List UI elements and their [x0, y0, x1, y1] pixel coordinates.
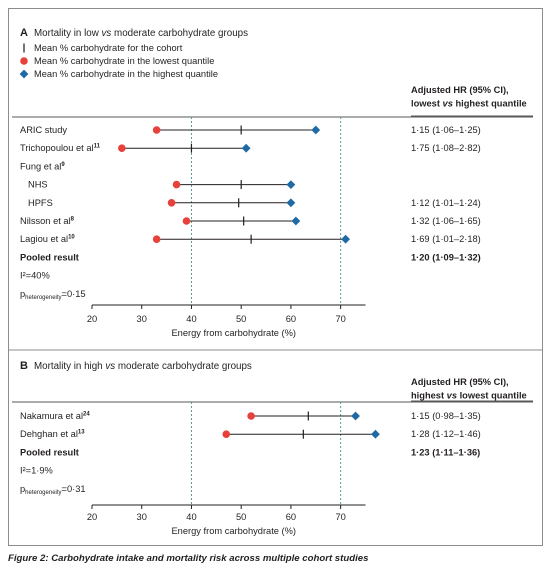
panel-b-x-tick-label: 70	[335, 512, 345, 522]
panel-a-row-label: Trichopoulou et al11	[20, 143, 101, 153]
panel-a-legend-label: Mean % carbohydrate in the highest quant…	[34, 69, 218, 79]
panel-b-hr-header-1: Adjusted HR (95% CI),	[411, 377, 509, 387]
figure-caption: Figure 2: Carbohydrate intake and mortal…	[8, 553, 368, 564]
panel-a-row-label: ARIC study	[20, 125, 67, 135]
panel-a-x-tick-label: 60	[286, 314, 296, 324]
panel-a-row-label: Nilsson et al8	[20, 216, 75, 226]
panel-b-row-label: Nakamura et al24	[20, 411, 90, 421]
panel-b-row-label: pheterogeneity=0·31	[20, 484, 86, 496]
panel-a-row-label: NHS	[28, 180, 48, 190]
panel-b-hr-value: 1·28 (1·12–1·46)	[411, 429, 481, 439]
panel-b-letter: B	[20, 360, 28, 372]
panel-a-highest-quantile-marker	[341, 234, 351, 244]
panel-a-lowest-quantile-marker	[172, 180, 181, 189]
panel-b-lowest-quantile-marker	[247, 412, 255, 420]
panel-a-title: Mortality in low vs moderate carbohydrat…	[34, 28, 248, 39]
panel-b-x-tick-label: 40	[186, 512, 196, 522]
panel-a-x-tick-label: 20	[87, 314, 97, 324]
panel-a-x-tick-label: 70	[335, 314, 345, 324]
panel-a-lowest-quantile-marker	[182, 217, 191, 225]
panel-a-row-label: Pooled result	[20, 252, 79, 262]
panel-a-lowest-quantile-marker	[152, 126, 161, 134]
panel-a-lowest-quantile-marker	[167, 199, 176, 207]
panel-a-hr-value: 1·12 (1·01–1·24)	[411, 198, 481, 208]
panel-a-hr-header-1: Adjusted HR (95% CI),	[411, 85, 509, 95]
panel-a-hr-value: 1·69 (1·01–2·18)	[411, 234, 481, 244]
panel-a-row-label: Fung et al9	[20, 161, 65, 171]
panel-b-x-tick-label: 60	[286, 512, 296, 522]
panel-b-highest-quantile-marker	[371, 429, 380, 439]
caption-label: Figure 2:	[8, 553, 49, 564]
panel-a-lowest-quantile-marker	[118, 144, 126, 152]
panel-a-hr-value: 1·15 (1·06–1·25)	[411, 125, 481, 135]
panel-b-hr-value: 1·15 (0·98–1·35)	[411, 411, 481, 421]
panel-a-legend-label: Mean % carbohydrate for the cohort	[34, 43, 183, 53]
panel-b-row-label: I²=1·9%	[20, 466, 53, 476]
panel-b-hr-header-2: highest vs lowest quantile	[411, 391, 527, 401]
panel-a-x-tick-label: 30	[137, 314, 147, 324]
caption-text: Carbohydrate intake and mortality risk a…	[51, 553, 369, 564]
panel-a-lowest-quantile-marker	[152, 235, 161, 243]
panel-a-row-label: pheterogeneity=0·15	[20, 289, 86, 301]
panel-a-highest-quantile-marker	[286, 198, 296, 208]
panel-b-x-axis-label: Energy from carbohydrate (%)	[171, 526, 296, 536]
panel-a-legend-diamond-marker	[19, 69, 29, 79]
panel-a-letter: A	[20, 27, 28, 39]
panel-a-row-label: HPFS	[28, 198, 53, 208]
panel-a-hr-header-2: lowest vs highest quantile	[411, 99, 527, 109]
panel-b-title: Mortality in high vs moderate carbohydra…	[34, 361, 252, 372]
panel-a-x-axis-label: Energy from carbohydrate (%)	[171, 328, 296, 338]
panel-b-highest-quantile-marker	[351, 411, 360, 421]
panel-a-hr-value: 1·75 (1·08–2·82)	[411, 143, 481, 153]
panel-b-row-label: Pooled result	[20, 447, 79, 457]
panel-a-highest-quantile-marker	[291, 216, 301, 226]
panel-b-row-label: Dehghan et al13	[20, 429, 85, 439]
panel-b-lowest-quantile-marker	[222, 430, 231, 439]
panel-a-x-tick-label: 50	[236, 314, 246, 324]
panel-a-x-tick-label: 40	[186, 314, 196, 324]
panel-a-legend-label: Mean % carbohydrate in the lowest quanti…	[34, 56, 214, 66]
panel-b-hr-value: 1·23 (1·11–1·36)	[411, 447, 480, 457]
panel-a-highest-quantile-marker	[311, 125, 321, 135]
panel-a-highest-quantile-marker	[286, 180, 296, 189]
panel-b-x-tick-label: 30	[137, 512, 147, 522]
panel-a-row-label: Lagiou et al10	[20, 234, 75, 244]
panel-a-row-label: I²=40%	[20, 271, 50, 281]
panel-b-x-tick-label: 50	[236, 512, 246, 522]
panel-a-highest-quantile-marker	[241, 143, 251, 153]
figure-frame	[8, 8, 543, 546]
panel-a-hr-value: 1·20 (1·09–1·32)	[411, 252, 481, 262]
panel-a-hr-value: 1·32 (1·06–1·65)	[411, 216, 481, 226]
panel-b-x-tick-label: 20	[87, 512, 97, 522]
panel-a-legend-circle-marker	[20, 57, 28, 65]
